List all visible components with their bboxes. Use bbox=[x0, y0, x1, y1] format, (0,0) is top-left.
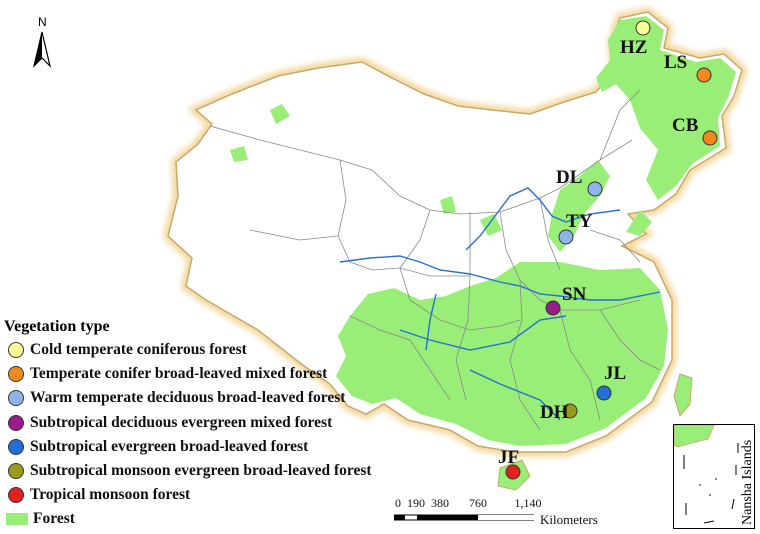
legend-item: Tropical monsoon forest bbox=[4, 483, 424, 507]
legend-swatch bbox=[8, 414, 24, 431]
legend: Vegetation type Cold temperate coniferou… bbox=[4, 318, 424, 532]
site-label-ls: LS bbox=[664, 52, 687, 73]
legend-swatch bbox=[8, 366, 24, 383]
site-marker-hz[interactable] bbox=[635, 20, 651, 36]
site-jl: JL bbox=[596, 363, 626, 401]
site-label-sn: SN bbox=[562, 284, 587, 305]
north-label: N bbox=[38, 15, 47, 29]
south-china-sea-inset bbox=[673, 424, 755, 529]
legend-item: Temperate conifer broad-leaved mixed for… bbox=[4, 362, 424, 386]
scale-bar-graphic bbox=[394, 514, 534, 521]
legend-item: Forest bbox=[4, 507, 424, 531]
site-ls: LS bbox=[664, 52, 712, 83]
site-sn: SN bbox=[545, 284, 587, 316]
legend-title: Vegetation type bbox=[4, 318, 110, 335]
site-label-dh: DH bbox=[540, 402, 569, 423]
scale-tick: 0 bbox=[395, 496, 401, 510]
legend-label: Subtropical evergreen broad-leaved fores… bbox=[30, 437, 309, 455]
site-marker-ty[interactable] bbox=[558, 229, 574, 245]
site-ty: TY bbox=[558, 211, 593, 245]
legend-item: Subtropical deciduous evergreen mixed fo… bbox=[4, 411, 424, 435]
site-label-cb: CB bbox=[672, 115, 699, 136]
legend-label: Subtropical monsoon evergreen broad-leav… bbox=[30, 462, 372, 480]
site-marker-jl[interactable] bbox=[596, 385, 612, 401]
site-marker-cb[interactable] bbox=[702, 130, 718, 146]
legend-item: Subtropical monsoon evergreen broad-leav… bbox=[4, 459, 424, 483]
site-jf: JF bbox=[498, 447, 521, 480]
site-cb: CB bbox=[672, 115, 718, 146]
site-marker-jf[interactable] bbox=[505, 464, 521, 480]
north-arrow: N bbox=[28, 14, 58, 74]
site-dh: DH bbox=[540, 402, 578, 423]
legend-item: Warm temperate deciduous broad-leaved fo… bbox=[4, 386, 424, 410]
legend-swatch bbox=[8, 487, 24, 504]
inset-label: Nansha Islands bbox=[740, 440, 755, 525]
site-marker-dl[interactable] bbox=[587, 181, 603, 197]
site-label-hz: HZ bbox=[620, 37, 647, 58]
site-marker-ls[interactable] bbox=[696, 67, 712, 83]
legend-swatch bbox=[8, 438, 24, 455]
legend-label: Tropical monsoon forest bbox=[30, 486, 191, 504]
scale-tick: 760 bbox=[469, 496, 487, 510]
scale-unit: Kilometers bbox=[540, 512, 598, 527]
rivers bbox=[339, 187, 661, 421]
site-label-ty: TY bbox=[566, 211, 593, 232]
site-dl: DL bbox=[556, 167, 603, 197]
legend-swatch bbox=[8, 390, 24, 407]
scale-tick: 1,140 bbox=[514, 496, 542, 510]
scale-bar: 0 190 380 760 1,140 Kilometers bbox=[390, 496, 640, 528]
legend-label: Subtropical deciduous evergreen mixed fo… bbox=[30, 413, 333, 431]
taiwan-island bbox=[673, 373, 693, 418]
legend-swatch bbox=[8, 342, 24, 359]
legend-item: Cold temperate coniferous forest bbox=[4, 338, 424, 362]
legend-label: Forest bbox=[33, 510, 75, 528]
site-label-jf: JF bbox=[498, 447, 519, 468]
site-hz: HZ bbox=[620, 20, 651, 58]
scale-tick: 190 bbox=[407, 496, 425, 510]
site-markers: HZ LS CB DL TY SN JL DH bbox=[498, 20, 718, 480]
site-marker-sn[interactable] bbox=[545, 300, 561, 316]
legend-label: Temperate conifer broad-leaved mixed for… bbox=[30, 365, 328, 383]
inset-label-text: Nansha Islands bbox=[740, 440, 755, 525]
legend-label: Cold temperate coniferous forest bbox=[30, 341, 247, 359]
legend-label: Warm temperate deciduous broad-leaved fo… bbox=[30, 389, 346, 407]
scale-tick: 380 bbox=[431, 496, 449, 510]
site-marker-dh[interactable] bbox=[562, 403, 578, 419]
legend-swatch bbox=[6, 513, 28, 526]
site-label-dl: DL bbox=[556, 167, 582, 188]
legend-item: Subtropical evergreen broad-leaved fores… bbox=[4, 435, 424, 459]
legend-swatch bbox=[8, 463, 24, 480]
site-label-jl: JL bbox=[604, 363, 626, 384]
